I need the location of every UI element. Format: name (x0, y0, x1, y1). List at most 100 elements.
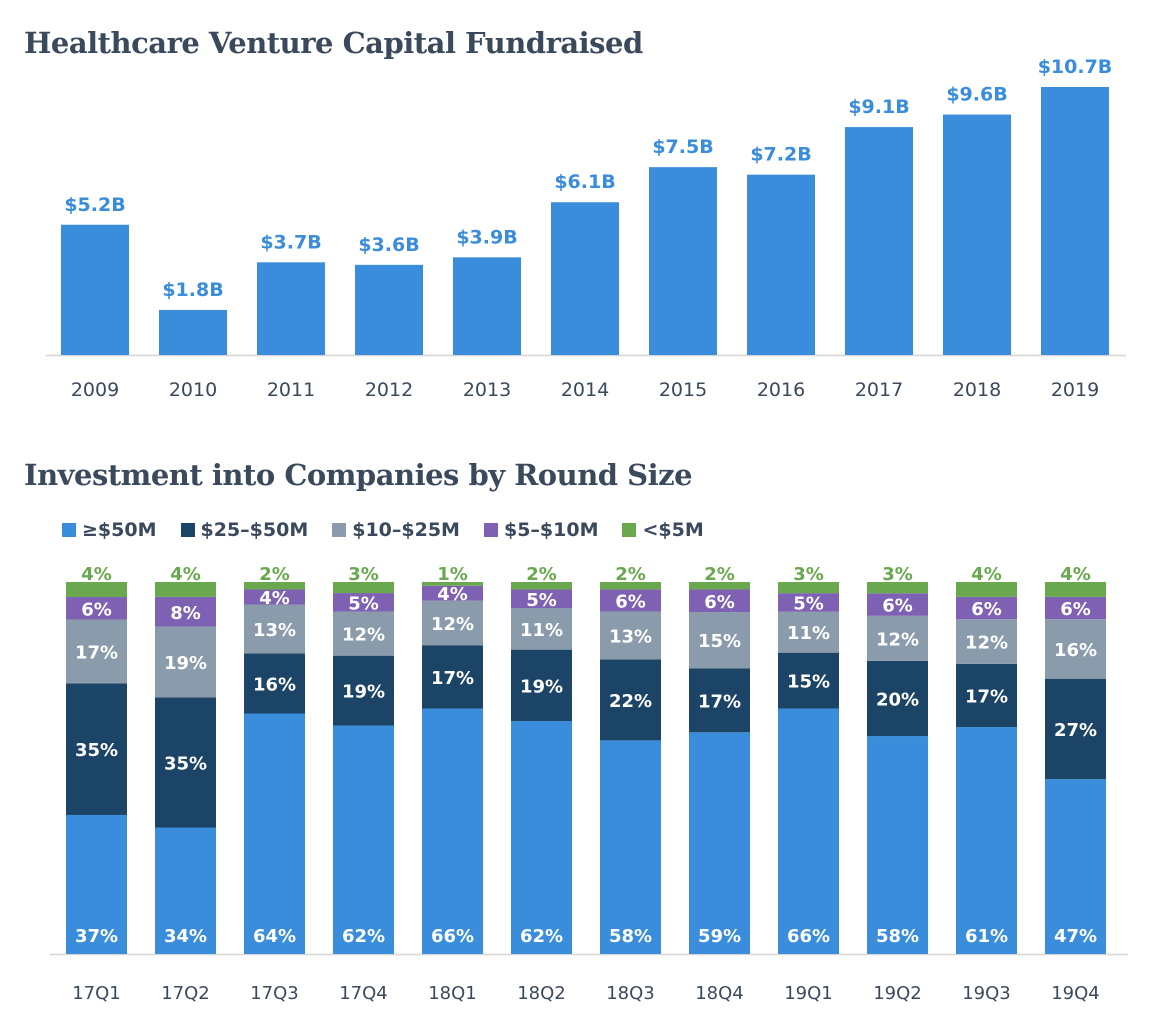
segment-18Q4-4 (689, 582, 750, 590)
legend: ≥$50M $25–$50M $10–$25M $5–$10M <$5M (62, 519, 728, 541)
segment-18Q4-3 (689, 589, 750, 613)
data-label-17Q3-4: 2% (259, 564, 290, 585)
data-label-17Q2-4: 4% (170, 564, 201, 585)
segment-18Q1-1 (422, 645, 483, 709)
segment-17Q2-0 (155, 827, 216, 954)
chart-title-round-size: Investment into Companies by Round Size (24, 458, 693, 492)
segment-17Q4-3 (333, 593, 394, 612)
data-label-2011: $3.7B (260, 231, 321, 253)
segment-18Q2-4 (511, 582, 572, 590)
segment-17Q3-2 (244, 604, 305, 654)
segment-18Q4-1 (689, 668, 750, 733)
data-label-17Q3-3: 4% (259, 588, 290, 609)
segment-18Q2-1 (511, 649, 572, 722)
tick-label-18Q4: 18Q4 (695, 983, 744, 1004)
data-label-18Q2-0: 62% (520, 926, 563, 947)
data-label-19Q2-4: 3% (882, 564, 913, 585)
segment-17Q3-4 (244, 582, 305, 590)
segment-18Q3-0 (600, 740, 661, 954)
data-label-17Q2-1: 35% (164, 753, 207, 774)
data-label-19Q3-1: 17% (965, 686, 1008, 707)
data-label-18Q2-4: 2% (526, 564, 557, 585)
data-label-19Q4-2: 16% (1054, 640, 1097, 661)
tick-label-2015: 2015 (659, 379, 707, 401)
data-label-19Q3-3: 6% (971, 599, 1002, 620)
data-label-2012: $3.6B (358, 234, 419, 256)
segment-19Q2-3 (867, 593, 928, 616)
segment-18Q3-3 (600, 589, 661, 612)
segment-19Q3-2 (956, 619, 1017, 664)
tick-label-18Q2: 18Q2 (517, 983, 566, 1004)
bar-2010 (159, 309, 227, 355)
data-label-17Q3-1: 16% (253, 674, 296, 695)
segment-18Q1-0 (422, 708, 483, 954)
segment-19Q4-3 (1045, 596, 1106, 620)
legend-swatch-2 (332, 523, 347, 537)
segment-18Q1-3 (422, 585, 483, 601)
data-label-19Q3-0: 61% (965, 926, 1008, 947)
legend-swatch-1 (180, 523, 195, 537)
data-label-19Q2-2: 12% (876, 629, 919, 650)
tick-label-2012: 2012 (365, 379, 413, 401)
segment-19Q1-1 (778, 652, 839, 709)
segment-17Q3-3 (244, 589, 305, 605)
data-label-2010: $1.8B (162, 279, 223, 301)
segment-18Q4-2 (689, 612, 750, 669)
legend-label-3: $5–$10M (503, 519, 599, 541)
data-label-18Q2-2: 11% (520, 620, 563, 641)
data-label-18Q3-4: 2% (615, 564, 646, 585)
segment-17Q1-3 (66, 597, 127, 620)
data-label-19Q1-3: 5% (793, 593, 824, 614)
segment-17Q2-1 (155, 697, 216, 828)
data-label-17Q3-0: 64% (253, 926, 296, 947)
data-label-19Q1-1: 15% (787, 672, 830, 693)
data-label-19Q2-0: 58% (876, 926, 919, 947)
tick-label-18Q1: 18Q1 (428, 983, 477, 1004)
data-label-19Q4-3: 6% (1060, 599, 1091, 620)
segment-19Q3-3 (956, 596, 1017, 620)
legend-item-2: $10–$25M (332, 519, 460, 541)
data-label-19Q2-1: 20% (876, 689, 919, 710)
segment-19Q1-3 (778, 593, 839, 612)
data-label-18Q4-2: 15% (698, 631, 741, 652)
legend-swatch-4 (622, 523, 637, 537)
tick-label-17Q3: 17Q3 (250, 983, 299, 1004)
legend-label-0: ≥$50M (82, 519, 157, 541)
tick-label-19Q3: 19Q3 (962, 983, 1011, 1004)
segment-17Q4-2 (333, 611, 394, 656)
fundraised-bar-chart: $5.2B 2009 $1.8B 2010 $3.7B 2011 $3.6B 2012 $3.9… (46, 56, 1126, 401)
data-label-18Q1-1: 17% (431, 668, 474, 689)
data-label-19Q1-4: 3% (793, 564, 824, 585)
data-label-18Q4-1: 17% (698, 691, 741, 712)
data-label-18Q1-0: 66% (431, 926, 474, 947)
bar-2013 (453, 257, 521, 355)
data-label-2014: $6.1B (554, 171, 615, 193)
segment-19Q1-2 (778, 611, 839, 653)
tick-label-2016: 2016 (757, 379, 805, 401)
data-label-18Q2-3: 5% (526, 590, 557, 611)
segment-18Q2-2 (511, 608, 572, 650)
data-label-18Q3-2: 13% (609, 626, 652, 647)
segment-19Q2-2 (867, 615, 928, 661)
data-label-17Q1-3: 6% (81, 599, 112, 620)
segment-18Q3-1 (600, 659, 661, 741)
legend-label-2: $10–$25M (352, 519, 460, 541)
segment-17Q1-1 (66, 683, 127, 815)
data-label-17Q1-1: 35% (75, 740, 118, 761)
bar-2017 (845, 127, 913, 355)
data-label-19Q2-3: 6% (882, 596, 913, 617)
data-label-19Q1-0: 66% (787, 926, 830, 947)
data-label-17Q4-1: 19% (342, 682, 385, 703)
bar-2009 (61, 224, 129, 355)
data-label-18Q3-0: 58% (609, 926, 652, 947)
segment-19Q1-4 (778, 582, 839, 594)
data-label-17Q1-0: 37% (75, 926, 118, 947)
segment-18Q3-4 (600, 582, 661, 590)
segment-17Q1-4 (66, 582, 127, 598)
tick-label-17Q4: 17Q4 (339, 983, 388, 1004)
data-label-17Q4-0: 62% (342, 926, 385, 947)
tick-label-19Q2: 19Q2 (873, 983, 922, 1004)
tick-label-17Q1: 17Q1 (72, 983, 121, 1004)
tick-label-18Q3: 18Q3 (606, 983, 655, 1004)
